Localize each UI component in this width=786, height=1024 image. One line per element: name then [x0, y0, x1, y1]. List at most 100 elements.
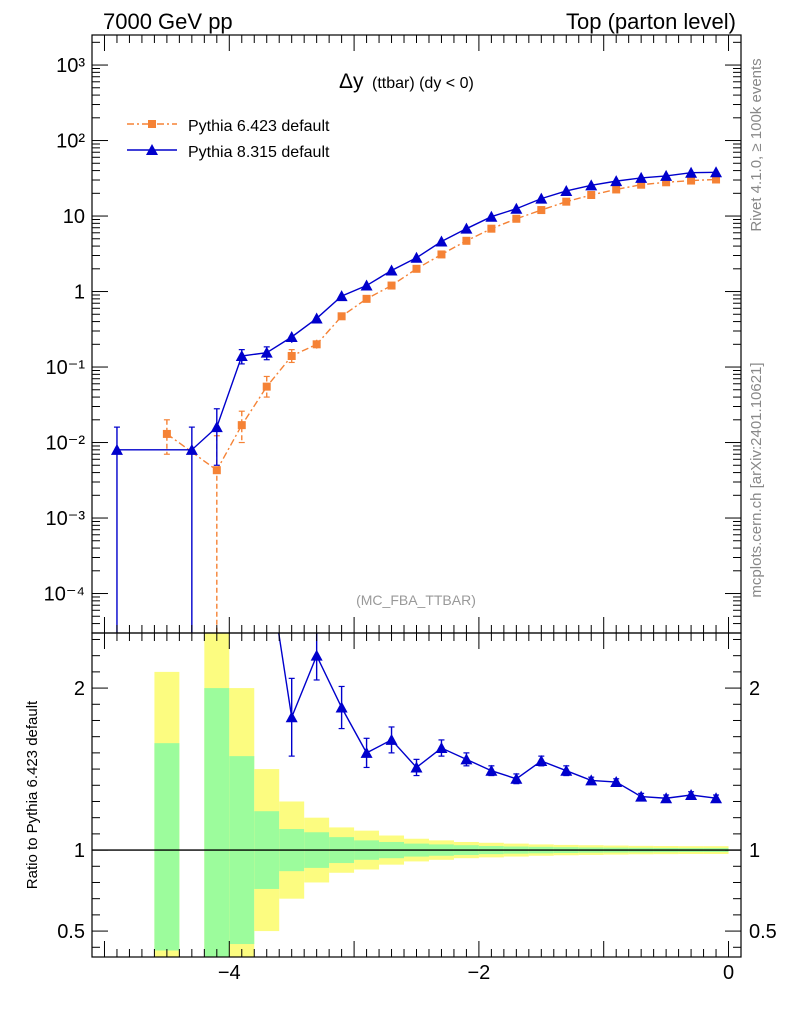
ratio-point-8 — [435, 742, 448, 754]
point-pythia8-1 — [185, 443, 198, 455]
ratio-series-group — [278, 633, 723, 804]
ratio-line-pythia8 — [278, 633, 717, 799]
point-pythia6-19 — [662, 178, 671, 187]
point-pythia6-1 — [212, 466, 221, 475]
band-inner-0 — [154, 743, 180, 951]
point-pythia8-16 — [560, 184, 573, 196]
analysis-tag: (MC_FBA_TTBAR) — [356, 592, 476, 608]
ratio-point-14 — [585, 774, 598, 786]
ratio-ytick-label-right-1: 1 — [749, 840, 760, 862]
point-pythia8-19 — [635, 171, 648, 183]
point-pythia6-13 — [512, 214, 521, 223]
main-series-group — [110, 166, 723, 633]
main-ytick-label-7: 10³ — [56, 55, 85, 77]
point-pythia6-0 — [162, 429, 171, 438]
xtick-label-0: −4 — [218, 962, 241, 984]
legend: Pythia 6.423 default Pythia 8.315 defaul… — [127, 118, 330, 161]
ratio-point-11 — [510, 772, 523, 784]
ratio-frame — [91, 632, 742, 958]
point-pythia6-10 — [437, 250, 446, 259]
point-pythia6-4 — [287, 352, 296, 361]
xtick-label-1: −2 — [467, 962, 490, 984]
point-pythia8-0 — [110, 443, 123, 455]
ratio-series-clipped — [278, 633, 723, 804]
main-ytick-label-4: 1 — [74, 282, 85, 304]
point-pythia6-7 — [362, 294, 371, 303]
xtick-label-2: 0 — [723, 962, 734, 984]
point-pythia8-9 — [385, 264, 398, 276]
point-pythia6-17 — [612, 185, 621, 194]
ratio-point-17 — [660, 792, 673, 804]
ratio-ylabel: Ratio to Pythia 6.423 default — [24, 700, 41, 889]
axes-frames — [91, 34, 742, 958]
point-pythia6-6 — [337, 312, 346, 321]
series-line-pythia6 — [166, 178, 717, 472]
ratio-point-5 — [360, 746, 373, 758]
legend-label-pythia8: Pythia 8.315 default — [188, 144, 330, 161]
point-pythia6-2 — [237, 421, 246, 430]
ratio-ytick-label-left-1: 1 — [74, 840, 85, 862]
main-ytick-label-0: 10⁻⁴ — [44, 584, 85, 606]
ratio-point-18 — [685, 789, 698, 800]
point-pythia6-5 — [312, 340, 321, 349]
ratio-point-12 — [535, 754, 548, 766]
ratio-point-9 — [460, 753, 473, 765]
axis-ticks — [91, 35, 742, 957]
ratio-point-6 — [385, 733, 398, 745]
point-pythia6-12 — [487, 224, 496, 233]
chart-title: Δy (ttbar) (dy < 0) — [339, 70, 474, 93]
point-pythia8-22 — [710, 166, 723, 178]
ratio-ytick-label-right-2: 2 — [749, 678, 760, 700]
ratio-point-15 — [610, 776, 623, 788]
main-ytick-label-6: 10² — [56, 131, 85, 153]
legend-marker-pythia6 — [148, 120, 156, 128]
point-pythia6-9 — [412, 264, 421, 273]
point-pythia8-3 — [235, 350, 248, 362]
point-pythia6-3 — [262, 382, 271, 391]
point-pythia8-2 — [210, 421, 223, 433]
point-pythia8-11 — [435, 235, 448, 247]
point-pythia6-14 — [537, 206, 546, 215]
point-pythia8-21 — [685, 166, 698, 178]
point-pythia8-17 — [585, 179, 598, 191]
point-pythia6-16 — [587, 190, 596, 199]
point-pythia6-18 — [637, 180, 646, 189]
point-pythia8-7 — [335, 290, 348, 302]
series-line-pythia8 — [116, 171, 717, 451]
band-inner-1 — [204, 688, 230, 957]
header-right: Top (parton level) — [566, 9, 736, 34]
point-pythia8-14 — [510, 202, 523, 214]
point-pythia6-8 — [387, 281, 396, 290]
legend-entry-pythia6: Pythia 6.423 default — [127, 118, 330, 135]
point-pythia6-15 — [562, 197, 571, 206]
point-pythia8-12 — [460, 222, 473, 234]
chart-title-suffix: (ttbar) (dy < 0) — [372, 75, 474, 92]
point-pythia6-21 — [712, 175, 721, 184]
main-ytick-label-2: 10⁻² — [46, 433, 86, 455]
point-pythia8-4 — [260, 346, 273, 358]
point-pythia8-8 — [360, 279, 373, 291]
legend-marker-pythia8 — [146, 144, 158, 155]
ratio-ytick-label-left-0: 0.5 — [57, 921, 85, 943]
legend-entry-pythia8: Pythia 8.315 default — [127, 144, 330, 161]
point-pythia8-15 — [535, 192, 548, 204]
ratio-point-10 — [485, 764, 498, 776]
legend-label-pythia6: Pythia 6.423 default — [188, 118, 330, 135]
point-pythia8-6 — [310, 312, 323, 324]
point-pythia6-11 — [462, 236, 471, 245]
main-ytick-label-5: 10 — [63, 206, 85, 228]
point-pythia8-18 — [610, 175, 623, 187]
ratio-point-13 — [560, 764, 573, 776]
main-ytick-label-1: 10⁻³ — [46, 508, 86, 530]
chart-title-main: Δy — [339, 70, 364, 93]
point-pythia8-13 — [485, 210, 498, 222]
point-pythia6-20 — [687, 176, 696, 185]
point-pythia8-5 — [285, 330, 298, 342]
mcplots-label: mcplots.cern.ch [arXiv:2401.10621] — [748, 362, 765, 597]
ratio-ytick-label-right-0: 0.5 — [749, 921, 777, 943]
ratio-point-3 — [310, 649, 323, 661]
main-ytick-label-3: 10⁻¹ — [46, 357, 86, 379]
header-left: 7000 GeV pp — [103, 9, 233, 34]
point-pythia8-10 — [410, 251, 423, 263]
